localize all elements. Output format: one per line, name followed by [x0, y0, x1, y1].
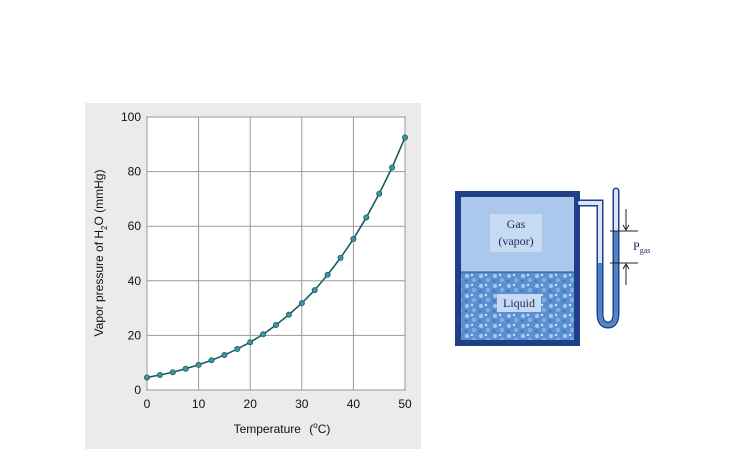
y-axis-title-suffix: O (mmHg)	[92, 170, 106, 226]
y-axis-title: Vapor pressure of H2O (mmHg)	[92, 170, 109, 337]
plot-area	[146, 116, 406, 391]
x-axis-title-unit-close: C)	[318, 422, 331, 436]
y-tick-labels: 0 20 40 60 80 100	[121, 110, 141, 397]
liquid-label-box	[497, 294, 541, 312]
pgas-arrowhead-lower	[622, 263, 630, 270]
gas-label: Gas	[507, 217, 526, 231]
data-point	[389, 164, 396, 171]
x-axis-title-main: Temperature	[234, 422, 302, 436]
data-point	[285, 311, 292, 318]
data-point	[376, 190, 383, 197]
y-tick-label: 20	[128, 328, 142, 342]
data-point	[324, 271, 331, 278]
x-tick-label: 50	[398, 397, 412, 411]
y-axis-title-prefix: Vapor pressure of H	[92, 230, 106, 337]
x-tick-label: 0	[144, 397, 151, 411]
vapor-pressure-chart: 0 10 20 30 40 50 0 20 40 60 80 100 Temperature (oC…	[92, 110, 412, 436]
data-point	[169, 369, 176, 376]
x-axis-title: Temperature (oC)	[234, 421, 331, 436]
x-tick-label: 40	[347, 397, 361, 411]
data-points	[144, 134, 408, 381]
x-axis-title-unit-open: (	[309, 422, 313, 436]
y-axis-title-sub: 2	[100, 225, 109, 230]
vapor-container-diagram: Gas (vapor) Liquid Pgas	[455, 187, 650, 346]
gas-label-box	[490, 214, 542, 252]
x-tick-label: 20	[244, 397, 258, 411]
data-point	[195, 361, 202, 368]
x-axis-title-degree: o	[313, 421, 318, 430]
y-tick-label: 60	[128, 219, 142, 233]
pgas-label-main: P	[633, 239, 640, 253]
pgas-label: Pgas	[633, 239, 650, 255]
x-tick-label: 30	[295, 397, 309, 411]
manometer-fluid	[598, 231, 618, 328]
vapor-pressure-chart-panel: 0 10 20 30 40 50 0 20 40 60 80 100 Temperature (oC…	[85, 103, 421, 449]
liquid-label: Liquid	[503, 296, 535, 310]
data-point	[272, 322, 279, 329]
data-point	[401, 134, 408, 141]
data-point	[247, 339, 254, 346]
y-tick-label: 100	[121, 110, 141, 124]
y-tick-label: 40	[128, 274, 142, 288]
pgas-label-sub: gas	[640, 246, 651, 255]
y-tick-label: 0	[134, 383, 141, 397]
data-point	[260, 331, 267, 338]
vapor-label: (vapor)	[498, 234, 533, 248]
y-tick-label: 80	[128, 165, 142, 179]
data-point	[182, 365, 189, 372]
data-point	[337, 254, 344, 261]
data-point	[208, 357, 215, 364]
pgas-arrowhead-upper	[622, 224, 630, 231]
x-tick-labels: 0 10 20 30 40 50	[144, 397, 412, 411]
data-point	[156, 371, 163, 378]
data-point	[311, 287, 318, 294]
x-tick-label: 10	[192, 397, 206, 411]
data-point	[144, 374, 151, 381]
data-point	[363, 214, 370, 221]
data-point	[298, 300, 305, 307]
data-point	[234, 346, 241, 353]
data-point	[221, 352, 228, 359]
data-point	[350, 236, 357, 243]
